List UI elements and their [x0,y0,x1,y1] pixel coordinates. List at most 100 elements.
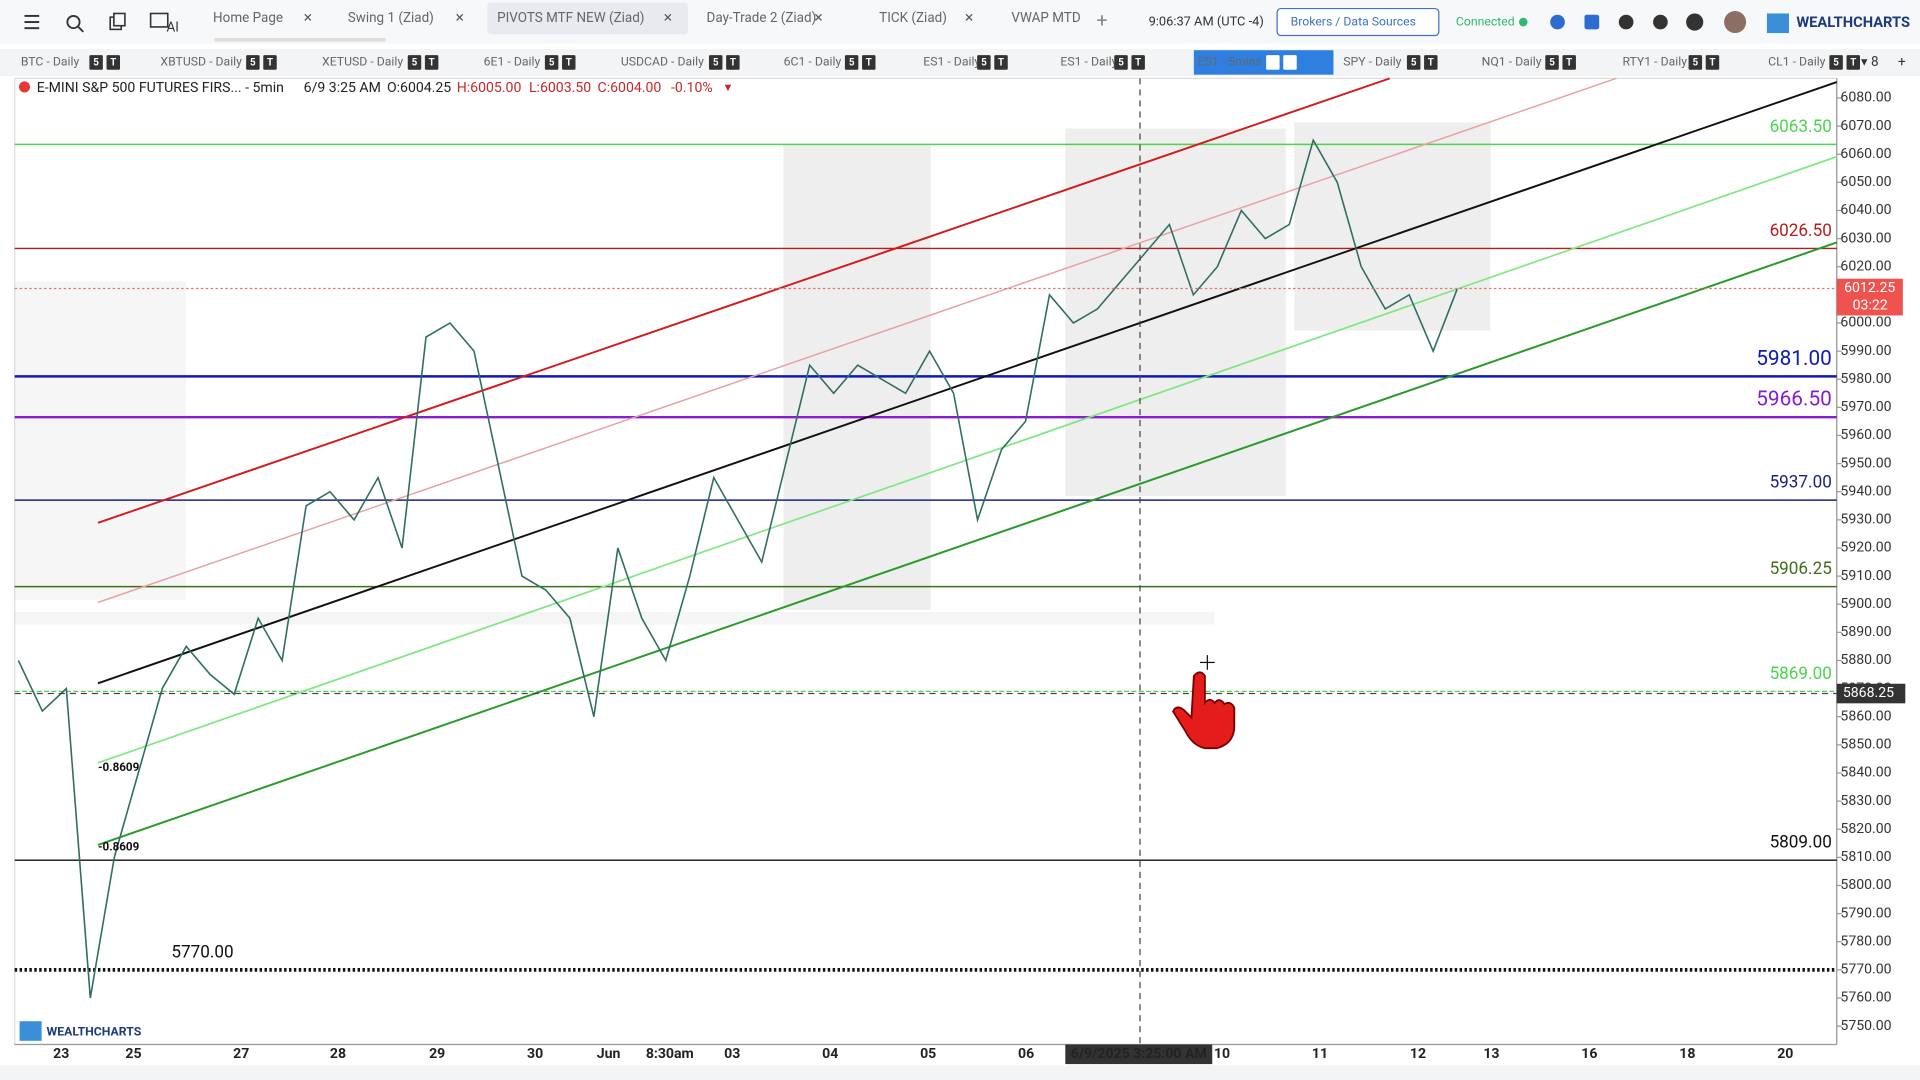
symbol-badge-label: T [1850,58,1856,69]
bottom-scrollbar [0,1065,1920,1080]
price-tick-label: 5860.00 [1840,708,1891,724]
tab-close[interactable]: × [664,8,673,27]
symbol-badge-label: 5 [1411,58,1417,69]
symbol-badge-label: 5 [1692,58,1698,69]
symbol-tab[interactable]: USDCAD - Daily [621,55,704,69]
symbol-badge-label: T [998,58,1004,69]
active-symbol-bg [1193,50,1334,75]
clock: 9:06:37 AM (UTC -4) [1149,14,1264,29]
chart-title: E-MINI S&P 500 FUTURES FIRS... - 5min [37,80,284,96]
tab-close[interactable]: × [304,8,313,27]
symbol-tab[interactable]: ES1 - Daily [923,55,980,69]
symbol-tab[interactable]: ES1 - 5mins [1198,55,1262,69]
time-label: 10 [1214,1046,1230,1062]
workspace-tab[interactable]: Day-Trade 2 (Ziad) [707,11,817,26]
crosshair-price-label: 5868.25 [1843,685,1894,701]
symbol-badge [263,55,277,70]
symbol-badge-label: 5 [1833,58,1839,69]
fib-label: -0.8609 [98,839,140,853]
price-tick-label: 5980.00 [1840,371,1891,387]
symbol-badge-label: 5 [549,58,555,69]
symbol-overflow-arrow[interactable]: ▼ [1859,55,1870,68]
trend-lines [97,77,1838,846]
tab-close[interactable]: × [965,8,974,27]
search-button[interactable] [66,15,84,33]
price-tick-label: 5900.00 [1840,596,1891,612]
tab-scrollbar [214,37,386,42]
price-level-label: 5869.00 [1770,664,1832,684]
symbol-badge-label: 5 [849,58,855,69]
symbol-overflow-count[interactable]: 8 [1871,55,1879,70]
tab-close[interactable]: × [814,8,823,27]
workspace-tab[interactable]: TICK (Ziad) [879,11,947,26]
price-tick-label: 5790.00 [1840,905,1891,921]
symbol-badge [1705,55,1720,70]
price-tick-label: 6060.00 [1840,146,1891,162]
symbol-tab[interactable]: RTY1 - Daily [1622,55,1687,69]
price-level-label: 5966.50 [1756,388,1832,412]
close-price: C:6004.00 [598,80,662,96]
symbol-tab[interactable]: CL1 - Daily [1768,55,1826,69]
menu-button[interactable] [24,14,40,30]
time-label: 13 [1483,1046,1499,1062]
price-tick-label: 5990.00 [1840,343,1891,359]
symbol-badge [1266,55,1280,70]
layouts-button[interactable] [109,12,126,31]
time-label: 12 [1410,1046,1426,1062]
workspace-tab[interactable]: VWAP MTD [1011,11,1080,26]
symbol-tab[interactable]: NQ1 - Daily [1482,55,1542,69]
symbol-badge-label: T [866,58,872,69]
symbol-badge [1545,55,1559,70]
symbol-tab[interactable]: ES1 - Daily [1060,55,1117,69]
symbol-tab[interactable]: XETUSD - Daily [322,55,403,69]
symbol-badge [1829,55,1843,70]
price-tick-label: 5880.00 [1840,652,1891,668]
pointer-cursor [1172,655,1236,750]
time-label: 03 [724,1046,740,1062]
price-tick-label: 5810.00 [1840,849,1891,865]
brokers-button[interactable] [1276,7,1440,37]
price-tick-label: 5830.00 [1840,793,1891,809]
symbol-add[interactable]: + [1898,55,1906,70]
last-price-box [1836,278,1903,316]
price-level-label: 5937.00 [1770,473,1832,493]
symbol-badge-label: 5 [1270,58,1276,69]
add-tab-button[interactable]: + [1096,9,1107,32]
watermark-logo [19,1021,42,1041]
tab-close[interactable]: × [456,8,465,27]
symbol-badge-label: 5 [93,58,99,69]
symbol-badge [1114,55,1128,70]
price-level-label: 5770.00 [171,942,233,962]
symbol-tab[interactable]: 6C1 - Daily [784,55,842,69]
connection-status: Connected [1456,14,1515,28]
symbol-tab[interactable]: SPY - Daily [1343,55,1401,69]
chart-pane[interactable] [14,77,1838,1046]
symbol-badge [246,55,260,70]
price-tick-label: 5820.00 [1840,821,1891,837]
brokers-button-label: Brokers / Data Sources [1291,14,1416,28]
price-level-label: 6026.50 [1770,221,1832,241]
symbol-badge [994,55,1008,70]
symbol-tab[interactable]: XBTUSD - Daily [160,55,242,69]
price-tick-label: 6050.00 [1840,174,1891,190]
symbol-tab[interactable]: 6E1 - Daily [484,55,541,69]
symbol-badge-label: 5 [412,58,418,69]
price-tick-label: 5760.00 [1840,990,1891,1006]
workspace-tab[interactable]: PIVOTS MTF NEW (Ziad) [497,11,644,26]
symbol-badge [726,55,740,70]
symbol-badge [562,55,576,70]
symbol-tab[interactable]: BTC - Daily [21,55,80,69]
toolbar-icons[interactable] [1550,11,1789,34]
ai-button[interactable]: AI [149,12,179,36]
symbol-badge [407,55,422,70]
low-price: L:6003.50 [529,80,591,96]
price-series [17,138,1458,999]
watermark: WEALTHCHARTS [47,1024,142,1038]
workspace-tab[interactable]: Home Page [213,11,283,26]
workspace-tab[interactable]: Swing 1 (Ziad) [348,11,434,26]
bar-countdown: 03:22 [1853,297,1888,313]
symbol-badge-label: T [267,58,273,69]
price-change: -0.10% [671,80,713,96]
time-label: Jun [597,1046,621,1062]
